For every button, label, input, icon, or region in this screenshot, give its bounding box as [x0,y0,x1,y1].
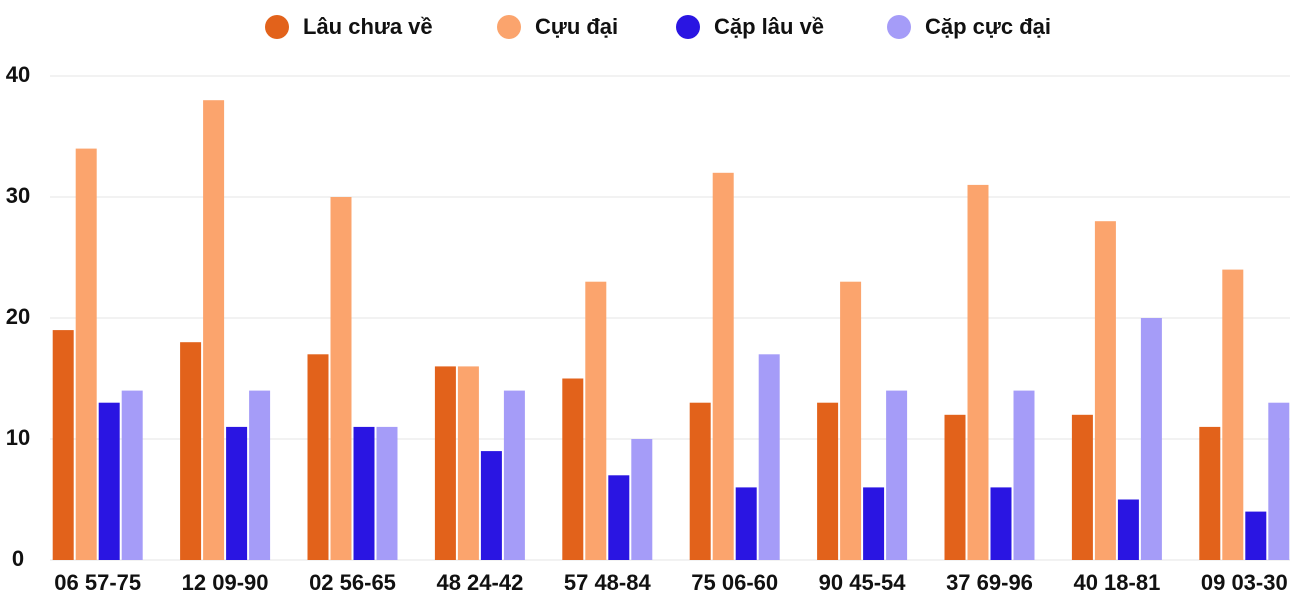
bar [608,475,630,560]
bar [330,197,352,560]
bar [457,366,479,560]
legend-marker [497,15,521,39]
y-tick-label: 10 [6,425,30,450]
bar [353,426,375,560]
legend-label: Cựu đại [535,14,618,39]
legend-label: Cặp cực đại [925,14,1051,39]
bar [863,487,885,560]
bar [840,281,862,560]
bar [307,354,329,560]
bar [1245,511,1267,560]
bar [562,378,584,560]
legend-marker [265,15,289,39]
bar [817,402,839,560]
bar [98,402,120,560]
x-tick-label: 40 18-81 [1073,570,1160,595]
bar [1013,390,1035,560]
bar [480,451,502,560]
bar [1222,269,1244,560]
bar [944,414,966,560]
legend-marker [676,15,700,39]
bar [689,402,711,560]
x-tick-label: 02 56-65 [309,570,396,595]
bar [203,100,225,560]
legend-label: Lâu chưa về [303,14,433,39]
bar [180,342,202,560]
x-tick-label: 06 57-75 [54,570,141,595]
y-tick-label: 40 [6,62,30,87]
bar [1071,414,1093,560]
bar [249,390,271,560]
bar [1117,499,1139,560]
bar [376,426,398,560]
bar [735,487,757,560]
y-tick-label: 20 [6,304,30,329]
bar [434,366,456,560]
bar [503,390,525,560]
x-tick-label: 57 48-84 [564,570,652,595]
bar [1140,318,1162,560]
bar [1268,402,1290,560]
bar [585,281,607,560]
bar [758,354,780,560]
bar [52,330,74,560]
bar [631,439,653,560]
bar [1094,221,1116,560]
bar [226,426,248,560]
y-tick-label: 30 [6,183,30,208]
x-tick-label: 37 69-96 [946,570,1033,595]
x-tick-label: 75 06-60 [691,570,778,595]
bar [967,184,989,560]
x-tick-label: 09 03-30 [1201,570,1288,595]
bar [121,390,143,560]
bar [990,487,1012,560]
bar [712,172,734,561]
bar [75,148,97,560]
x-tick-label: 12 09-90 [182,570,269,595]
bar [1199,426,1221,560]
y-tick-label: 0 [12,546,24,571]
x-tick-label: 48 24-42 [436,570,523,595]
bar [886,390,908,560]
legend-marker [887,15,911,39]
legend-label: Cặp lâu về [714,14,824,39]
x-tick-label: 90 45-54 [819,570,907,595]
